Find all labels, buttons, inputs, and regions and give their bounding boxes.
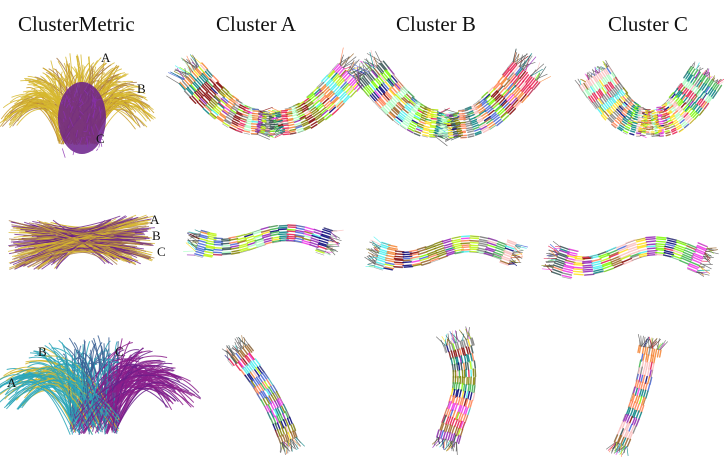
label-a-top: A [101,50,111,65]
title-cluster-c: Cluster C [608,12,688,36]
label-c-oblique: C [115,344,124,359]
cluster-a-side-view [183,224,344,258]
label-a-side: A [150,212,160,227]
cluster-c-top-view [574,60,724,138]
label-b-oblique: B [38,344,47,359]
label-b-top: B [137,81,146,96]
clustermetric-oblique-view [0,335,202,436]
title-cluster-b: Cluster B [396,12,476,36]
title-cluster-a: Cluster A [216,12,296,36]
label-b-side: B [152,228,161,243]
title-clustermetric: ClusterMetric [18,12,135,36]
cluster-b-side-view [364,235,528,271]
cluster-b-top-view [347,48,551,147]
label-c-top: C [96,131,105,146]
cluster-c-oblique-view [606,334,668,457]
cluster-b-oblique-view [431,326,477,456]
clustermetric-side-view [7,214,155,271]
clustermetric-top-view [0,53,156,158]
cluster-a-top-view [166,47,370,140]
label-a-oblique: A [7,375,17,390]
label-c-side: C [157,244,166,259]
cluster-a-oblique-view [221,335,305,455]
cluster-c-side-view [541,236,719,280]
